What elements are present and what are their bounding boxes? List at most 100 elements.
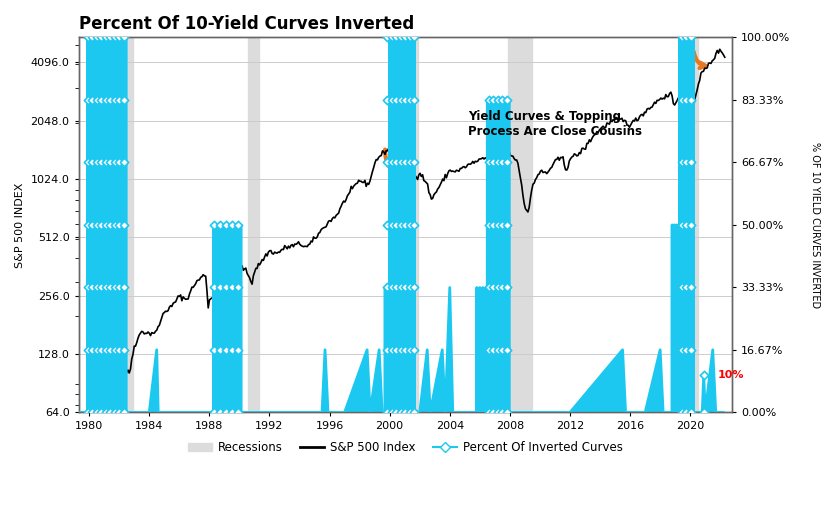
Point bbox=[487, 283, 500, 292]
Point bbox=[500, 95, 514, 104]
Point bbox=[94, 95, 108, 104]
Point bbox=[684, 346, 697, 354]
Point bbox=[381, 283, 394, 292]
Point bbox=[85, 346, 99, 354]
Point bbox=[207, 221, 220, 229]
Point bbox=[385, 408, 398, 417]
Point bbox=[496, 283, 509, 292]
Point bbox=[491, 221, 504, 229]
Point bbox=[90, 158, 104, 167]
Point bbox=[407, 283, 421, 292]
Bar bbox=[509, 37, 533, 413]
Point bbox=[500, 158, 514, 167]
Point bbox=[500, 283, 514, 292]
Point bbox=[225, 346, 239, 354]
Point bbox=[90, 408, 104, 417]
Point bbox=[85, 158, 99, 167]
Point bbox=[482, 408, 495, 417]
Point bbox=[385, 158, 398, 167]
Point bbox=[407, 346, 421, 354]
Point bbox=[407, 221, 421, 229]
Point bbox=[99, 158, 113, 167]
Point bbox=[684, 408, 697, 417]
Point bbox=[231, 346, 245, 354]
Point bbox=[213, 221, 226, 229]
Point bbox=[381, 221, 394, 229]
Point bbox=[394, 95, 407, 104]
Point bbox=[381, 33, 394, 42]
Text: 10%: 10% bbox=[717, 370, 744, 380]
Point bbox=[407, 95, 421, 104]
Point bbox=[94, 283, 108, 292]
Point bbox=[399, 221, 412, 229]
Point bbox=[407, 158, 421, 167]
Bar bbox=[691, 37, 698, 413]
Point bbox=[676, 221, 689, 229]
Point bbox=[104, 408, 117, 417]
Point bbox=[680, 158, 693, 167]
Text: Percent Of 10-Yield Curves Inverted: Percent Of 10-Yield Curves Inverted bbox=[78, 15, 414, 33]
Point bbox=[407, 408, 421, 417]
Point bbox=[108, 33, 121, 42]
Point bbox=[500, 221, 514, 229]
Point bbox=[394, 283, 407, 292]
Point bbox=[697, 371, 711, 379]
Point bbox=[219, 346, 232, 354]
Point bbox=[491, 95, 504, 104]
Point bbox=[399, 346, 412, 354]
Point bbox=[81, 95, 94, 104]
Point bbox=[231, 408, 245, 417]
Text: Yield Curves & Topping
Process Are Close Cousins: Yield Curves & Topping Process Are Close… bbox=[468, 110, 642, 138]
Point bbox=[399, 95, 412, 104]
Point bbox=[684, 221, 697, 229]
Point bbox=[108, 283, 121, 292]
Point bbox=[403, 221, 417, 229]
Point bbox=[491, 408, 504, 417]
Point bbox=[108, 158, 121, 167]
Bar bbox=[409, 37, 418, 413]
Point bbox=[403, 346, 417, 354]
Point bbox=[680, 283, 693, 292]
Point bbox=[94, 346, 108, 354]
Bar bbox=[112, 37, 133, 413]
Point bbox=[385, 283, 398, 292]
Point bbox=[496, 158, 509, 167]
Point bbox=[399, 158, 412, 167]
Point bbox=[213, 283, 226, 292]
Point bbox=[385, 33, 398, 42]
Point bbox=[680, 346, 693, 354]
Point bbox=[482, 221, 495, 229]
Point bbox=[381, 408, 394, 417]
Point bbox=[81, 221, 94, 229]
Point bbox=[81, 33, 94, 42]
Point bbox=[403, 408, 417, 417]
Point bbox=[676, 346, 689, 354]
Point bbox=[99, 33, 113, 42]
Point bbox=[113, 158, 126, 167]
Point bbox=[403, 283, 417, 292]
Point bbox=[487, 346, 500, 354]
Point bbox=[385, 95, 398, 104]
Point bbox=[117, 158, 130, 167]
Point bbox=[99, 346, 113, 354]
Point bbox=[684, 283, 697, 292]
Legend: Recessions, S&P 500 Index, Percent Of Inverted Curves: Recessions, S&P 500 Index, Percent Of In… bbox=[184, 436, 627, 459]
Point bbox=[491, 158, 504, 167]
Point bbox=[81, 158, 94, 167]
Point bbox=[390, 346, 403, 354]
Point bbox=[90, 346, 104, 354]
Point bbox=[394, 346, 407, 354]
Y-axis label: S&P 500 INDEX: S&P 500 INDEX bbox=[15, 182, 25, 268]
Point bbox=[500, 408, 514, 417]
Point bbox=[225, 283, 239, 292]
Point bbox=[104, 33, 117, 42]
Point bbox=[81, 408, 94, 417]
Point bbox=[99, 408, 113, 417]
Point bbox=[99, 283, 113, 292]
Point bbox=[94, 158, 108, 167]
Point bbox=[90, 95, 104, 104]
Point bbox=[225, 408, 239, 417]
Point bbox=[482, 283, 495, 292]
Bar bbox=[248, 37, 259, 413]
Point bbox=[500, 346, 514, 354]
